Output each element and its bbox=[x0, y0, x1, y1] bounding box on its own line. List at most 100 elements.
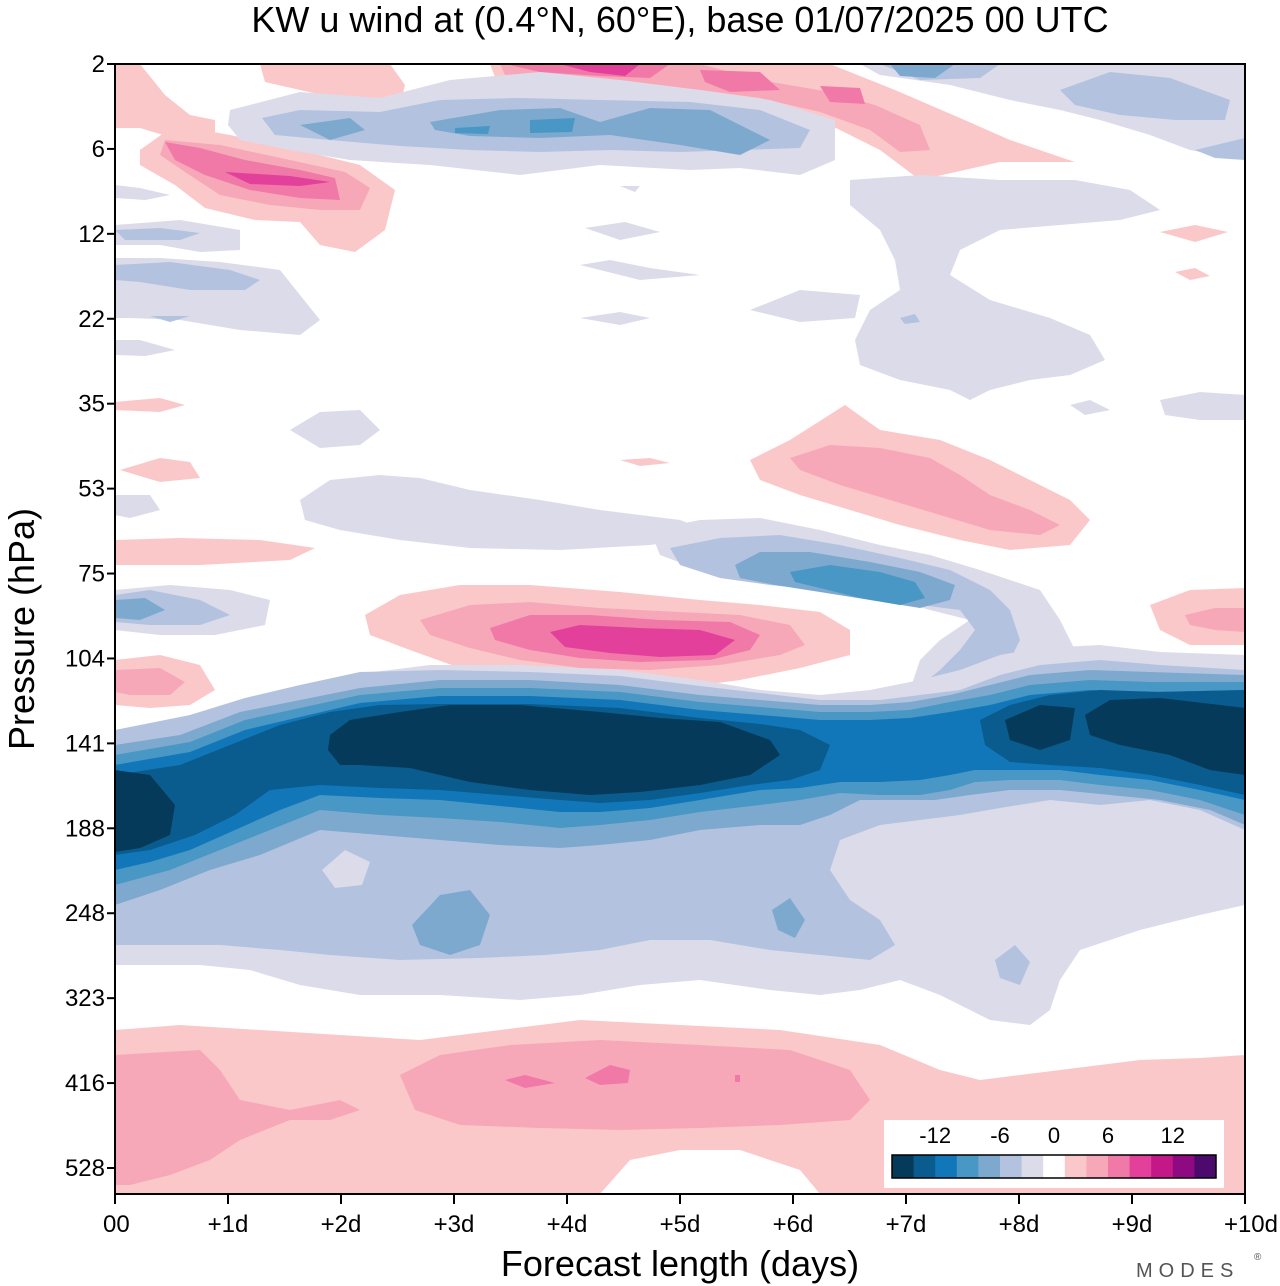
colorbar-swatch bbox=[956, 1155, 979, 1178]
contour-blue-light bbox=[430, 108, 770, 155]
colorbar: -12 -6 0 6 12 bbox=[884, 1120, 1224, 1188]
contour-lilac bbox=[585, 222, 660, 240]
x-tick-label: +10d bbox=[1224, 1211, 1278, 1238]
contour-blue-darkest bbox=[115, 698, 1245, 852]
contour-lilac bbox=[115, 185, 170, 200]
contour-pink-light bbox=[1175, 268, 1210, 280]
colorbar-swatch bbox=[1021, 1155, 1044, 1178]
colorbar-swatch bbox=[913, 1155, 936, 1178]
contour-lilac bbox=[115, 495, 160, 518]
contour-blue-light bbox=[890, 64, 955, 78]
y-tick-label: 35 bbox=[78, 391, 105, 418]
contour-blue-pale bbox=[1195, 138, 1245, 160]
colorbar-swatch bbox=[1129, 1155, 1152, 1178]
colorbar-swatch bbox=[978, 1155, 1001, 1178]
contour-pink-light bbox=[115, 538, 315, 565]
x-axis: 00 +1d +2d +3d +4d +5d +6d +7d +8d +9d +10d bbox=[103, 1194, 1278, 1238]
colorbar-tick-label: 0 bbox=[1048, 1123, 1060, 1148]
contour-pink-light bbox=[260, 64, 405, 105]
contour-pink-strong bbox=[820, 86, 865, 104]
contour-lilac bbox=[300, 475, 720, 550]
contour-pink-medium bbox=[790, 445, 1060, 535]
y-tick-label: 53 bbox=[78, 476, 105, 503]
colorbar-tick-label: 12 bbox=[1161, 1123, 1185, 1148]
contour-lilac bbox=[290, 410, 380, 448]
colorbar-swatch bbox=[1086, 1155, 1109, 1178]
contour-pink-strong bbox=[735, 1075, 740, 1082]
colorbar-swatch bbox=[1000, 1155, 1023, 1178]
y-tick-label: 75 bbox=[78, 561, 105, 588]
contour-pink-light bbox=[120, 458, 200, 482]
contour-blue-mid bbox=[790, 565, 925, 605]
y-axis-label: Pressure (hPa) bbox=[1, 508, 42, 750]
colorbar-swatch bbox=[1108, 1155, 1131, 1178]
contour-lilac bbox=[850, 175, 1160, 400]
x-tick-label: +3d bbox=[434, 1211, 475, 1238]
contour-pink-medium bbox=[400, 1040, 870, 1130]
contour-lilac bbox=[580, 260, 700, 280]
chart-title: KW u wind at (0.4°N, 60°E), base 01/07/2… bbox=[251, 0, 1108, 40]
colorbar-swatch bbox=[1043, 1155, 1066, 1178]
y-tick-label: 323 bbox=[65, 985, 105, 1012]
contour-blue-pale bbox=[995, 945, 1030, 985]
contour-blue-pale bbox=[1060, 72, 1230, 120]
x-tick-label: +4d bbox=[547, 1211, 588, 1238]
modes-watermark: MODES bbox=[1136, 1260, 1239, 1282]
contour-pink-deep bbox=[550, 625, 735, 657]
y-tick-label: 2 bbox=[92, 51, 105, 78]
colorbar-tick-label: 6 bbox=[1102, 1123, 1114, 1148]
contour-lilac bbox=[1160, 392, 1245, 420]
y-tick-label: 528 bbox=[65, 1155, 105, 1182]
contour-blue-pale bbox=[115, 228, 200, 240]
x-tick-label: +1d bbox=[208, 1211, 249, 1238]
contour-lilac bbox=[1070, 400, 1110, 415]
colorbar-swatch bbox=[935, 1155, 958, 1178]
contour-pink-medium bbox=[1185, 608, 1245, 632]
x-tick-label: +8d bbox=[999, 1211, 1040, 1238]
contour-blue-pale bbox=[150, 316, 190, 322]
colorbar-swatch bbox=[1151, 1155, 1174, 1178]
x-tick-label: +2d bbox=[321, 1211, 362, 1238]
contour-lilac bbox=[322, 850, 370, 888]
y-axis: 2 6 12 22 35 53 75 104 141 188 248 323 416 528 bbox=[65, 51, 115, 1182]
contour-pink-strong bbox=[700, 70, 780, 92]
y-tick-label: 6 bbox=[92, 136, 105, 163]
contour-blue-light bbox=[115, 598, 165, 620]
registered-mark: ® bbox=[1254, 1252, 1262, 1263]
colorbar-swatch bbox=[892, 1155, 915, 1178]
contour-pink-light bbox=[620, 458, 670, 466]
y-tick-label: 248 bbox=[65, 900, 105, 927]
colorbar-swatch bbox=[1194, 1155, 1217, 1178]
contour-pink-strong bbox=[505, 1075, 555, 1088]
contour-blue-darkest bbox=[1005, 705, 1075, 750]
y-tick-label: 22 bbox=[78, 306, 105, 333]
contour-blue-mid bbox=[455, 126, 490, 134]
contour-pink-deep bbox=[560, 64, 640, 76]
colorbar-frame bbox=[891, 1154, 1217, 1179]
y-tick-label: 12 bbox=[78, 221, 105, 248]
x-tick-label: 00 bbox=[103, 1211, 130, 1238]
contour-lilac bbox=[580, 312, 650, 325]
contour-pink-light bbox=[1160, 225, 1228, 242]
contour-blue-pale bbox=[900, 314, 920, 324]
contour-field bbox=[115, 64, 1245, 1194]
colorbar-tick-label: -6 bbox=[990, 1123, 1010, 1148]
x-tick-label: +7d bbox=[886, 1211, 927, 1238]
contour-lilac bbox=[620, 186, 640, 192]
colorbar-tick-label: -12 bbox=[919, 1123, 951, 1148]
colorbar-swatch bbox=[1064, 1155, 1087, 1178]
colorbar-swatch bbox=[1172, 1155, 1195, 1178]
y-tick-label: 104 bbox=[65, 645, 105, 672]
y-tick-label: 188 bbox=[65, 815, 105, 842]
x-tick-label: +6d bbox=[773, 1211, 814, 1238]
contour-lilac bbox=[750, 290, 860, 322]
y-tick-label: 141 bbox=[65, 730, 105, 757]
contour-pink-light bbox=[115, 398, 185, 412]
contour-pink-medium bbox=[115, 1050, 360, 1185]
contour-blue-light bbox=[300, 118, 365, 140]
x-axis-label: Forecast length (days) bbox=[501, 1243, 859, 1284]
contour-blue-pale bbox=[115, 262, 260, 290]
contour-lilac bbox=[115, 340, 175, 356]
contour-pink-strong bbox=[585, 1065, 630, 1085]
